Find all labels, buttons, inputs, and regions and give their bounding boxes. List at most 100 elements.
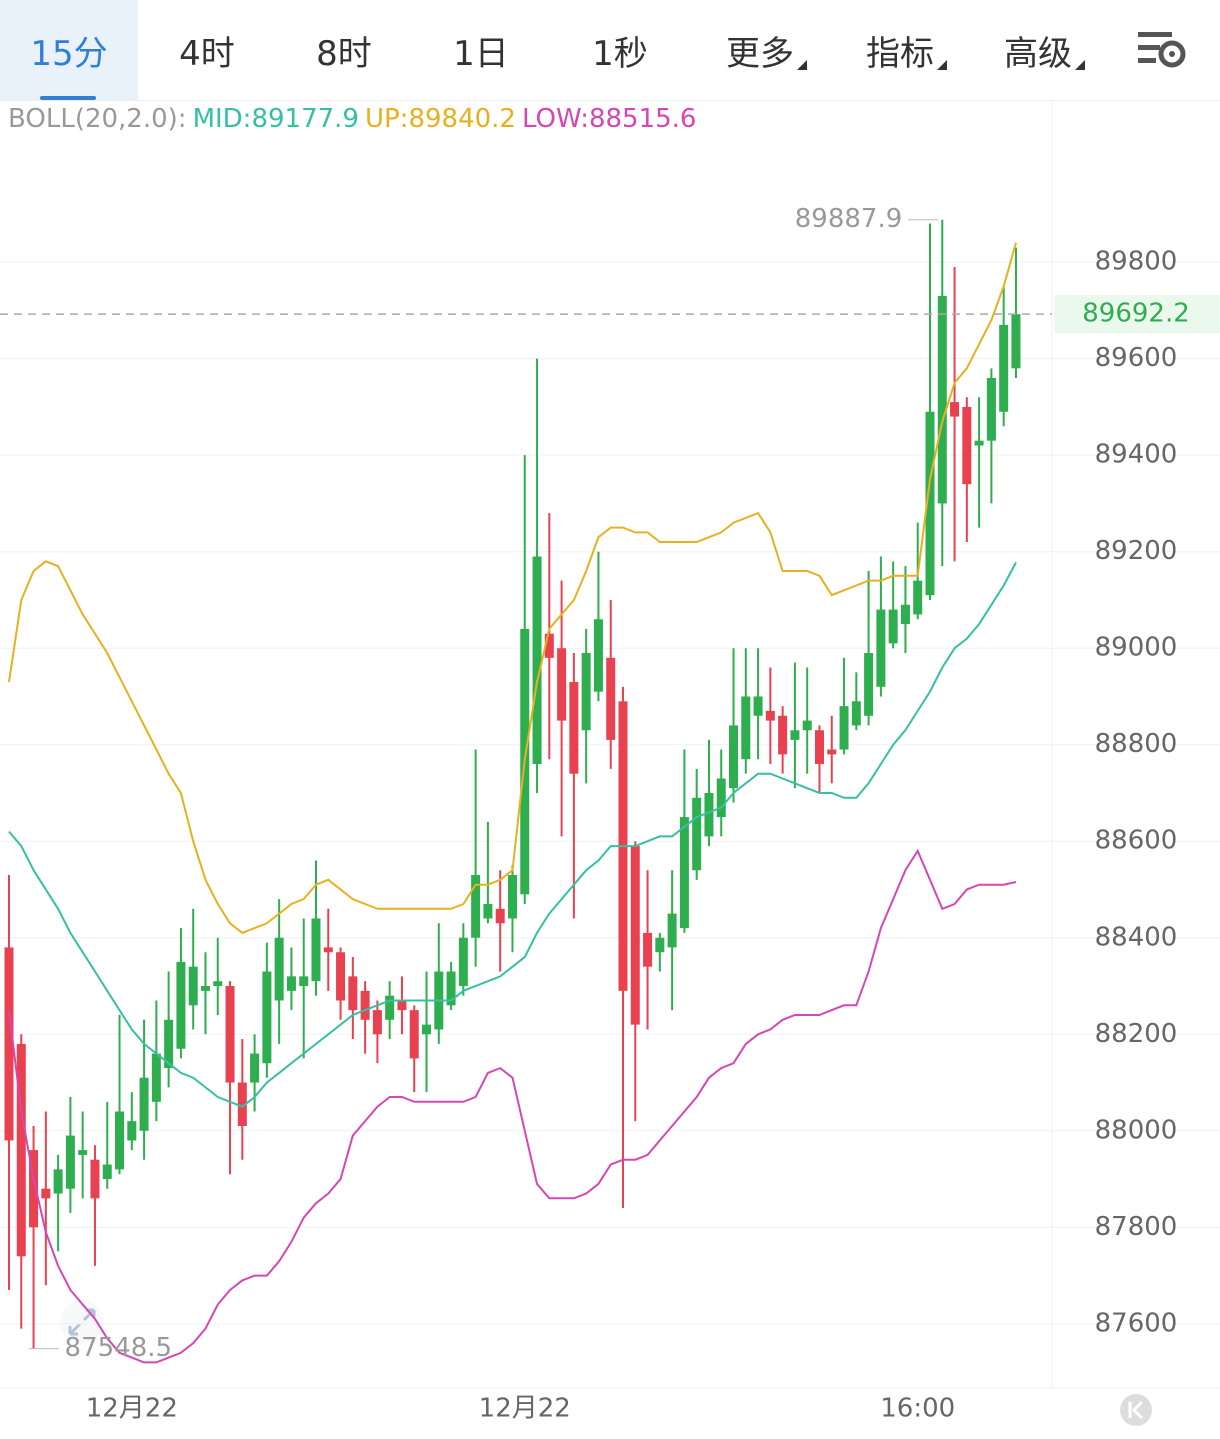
legend-value: 89177.9 bbox=[251, 104, 359, 134]
candle-body bbox=[507, 875, 517, 919]
candle-body bbox=[299, 976, 309, 987]
candle-body bbox=[581, 653, 591, 731]
candle-body bbox=[569, 681, 579, 774]
icon-bar bbox=[1138, 45, 1160, 50]
candle-body bbox=[814, 730, 824, 765]
candle-body bbox=[53, 1169, 63, 1194]
candle-body bbox=[1011, 314, 1021, 369]
tab[interactable]: 15分 bbox=[0, 0, 138, 100]
candle-body bbox=[41, 1188, 51, 1199]
candle-body bbox=[213, 981, 223, 987]
candle-body bbox=[422, 1024, 432, 1035]
tab-bar: 15分 4时 8时 1日 1秒 更多 指标 高级 bbox=[0, 0, 1220, 101]
dropdown-arrow bbox=[797, 60, 807, 70]
tab[interactable]: 更多 bbox=[691, 0, 829, 100]
candle-body bbox=[29, 1150, 39, 1228]
candle-body bbox=[200, 986, 210, 991]
y-tick-label: 87800 bbox=[1095, 1212, 1178, 1242]
candle-body bbox=[4, 947, 14, 1141]
tab-label[interactable]: 8时 bbox=[316, 33, 372, 74]
candle-body bbox=[827, 749, 837, 755]
tab[interactable]: 指标 bbox=[831, 0, 969, 100]
y-tick-label: 89000 bbox=[1095, 633, 1178, 663]
zoom-icon[interactable] bbox=[60, 1300, 104, 1344]
tab-indicator bbox=[40, 96, 96, 100]
candle-body bbox=[495, 908, 505, 924]
candle-body bbox=[409, 1010, 419, 1059]
y-tick-label: 88800 bbox=[1095, 729, 1178, 759]
boll-line bbox=[8, 242, 1017, 935]
tab[interactable]: 8时 bbox=[275, 0, 413, 100]
y-tick-label: 88400 bbox=[1095, 922, 1178, 952]
kline-button[interactable] bbox=[1120, 1394, 1152, 1426]
candle-body bbox=[250, 1053, 260, 1083]
candle-body bbox=[729, 725, 739, 789]
indicator-label: BOLL(20,2.0): bbox=[8, 104, 187, 134]
candle-body bbox=[937, 295, 947, 504]
tab[interactable]: 4时 bbox=[138, 0, 276, 100]
candle-body bbox=[913, 580, 923, 615]
candle-body bbox=[900, 604, 910, 625]
x-tick-label: 12月22 bbox=[479, 1394, 571, 1424]
tab-label[interactable]: 高级 bbox=[1004, 33, 1072, 74]
tab-label[interactable]: 更多 bbox=[726, 33, 794, 74]
candle-body bbox=[115, 1111, 125, 1170]
candle-body bbox=[385, 995, 395, 1020]
y-tick-label: 88000 bbox=[1095, 1115, 1178, 1145]
candle-body bbox=[446, 971, 456, 1006]
candle-body bbox=[593, 619, 603, 692]
boll-line bbox=[8, 848, 1017, 1364]
candle-body bbox=[225, 986, 235, 1083]
candle-body bbox=[679, 817, 689, 929]
candle-body bbox=[102, 1164, 112, 1180]
candle-body bbox=[164, 1019, 174, 1069]
candle-body bbox=[704, 792, 714, 837]
candle-body bbox=[655, 937, 665, 953]
icon-glyph bbox=[68, 1308, 96, 1336]
last-price-label: 89692.2 bbox=[1082, 299, 1190, 329]
dropdown-arrow bbox=[937, 60, 947, 70]
tab-label[interactable]: 1日 bbox=[453, 33, 509, 74]
legend-value: 88515.6 bbox=[589, 104, 697, 134]
candle-body bbox=[397, 1000, 407, 1011]
candle-body bbox=[876, 609, 886, 687]
icon-bar bbox=[1138, 32, 1172, 37]
tab-label[interactable]: 15分 bbox=[30, 33, 108, 74]
y-tick-label: 89800 bbox=[1095, 247, 1178, 277]
candle-body bbox=[78, 1150, 88, 1155]
candle-body bbox=[532, 556, 542, 765]
candle-body bbox=[90, 1159, 100, 1199]
candle-body bbox=[16, 1043, 26, 1257]
dropdown-arrow bbox=[1075, 60, 1085, 70]
candle-body bbox=[606, 657, 616, 740]
candle-body bbox=[360, 990, 370, 1020]
legend-name: UP: bbox=[365, 104, 408, 134]
tab[interactable]: 1秒 bbox=[551, 0, 689, 100]
candle-body bbox=[643, 932, 653, 967]
candle-body bbox=[925, 411, 935, 596]
tab-label[interactable]: 1秒 bbox=[592, 33, 648, 74]
candle-body bbox=[630, 846, 640, 1025]
x-tick-label: 12月22 bbox=[86, 1394, 178, 1424]
y-tick-label: 87600 bbox=[1095, 1308, 1178, 1338]
max-label: 89887.9 bbox=[795, 204, 903, 234]
min-label: 87548.5 bbox=[65, 1333, 173, 1363]
settings-icon[interactable] bbox=[1138, 32, 1186, 68]
candle-body bbox=[188, 966, 198, 1006]
candle-body bbox=[336, 952, 346, 1001]
candle-body bbox=[311, 918, 321, 982]
tab[interactable]: 1日 bbox=[412, 0, 550, 100]
legend-value: 89840.2 bbox=[408, 104, 516, 134]
candle-body bbox=[471, 875, 481, 938]
candle-body bbox=[458, 937, 468, 987]
y-tick-label: 89200 bbox=[1095, 536, 1178, 566]
x-tick-label: 16:00 bbox=[880, 1394, 955, 1424]
tab-label[interactable]: 4时 bbox=[179, 33, 235, 74]
candle-body bbox=[274, 937, 284, 1001]
candle-body bbox=[778, 715, 788, 755]
candle-body bbox=[237, 1082, 247, 1126]
tab-label[interactable]: 指标 bbox=[866, 33, 934, 74]
tab[interactable]: 高级 bbox=[969, 0, 1107, 100]
candle-body bbox=[790, 730, 800, 740]
